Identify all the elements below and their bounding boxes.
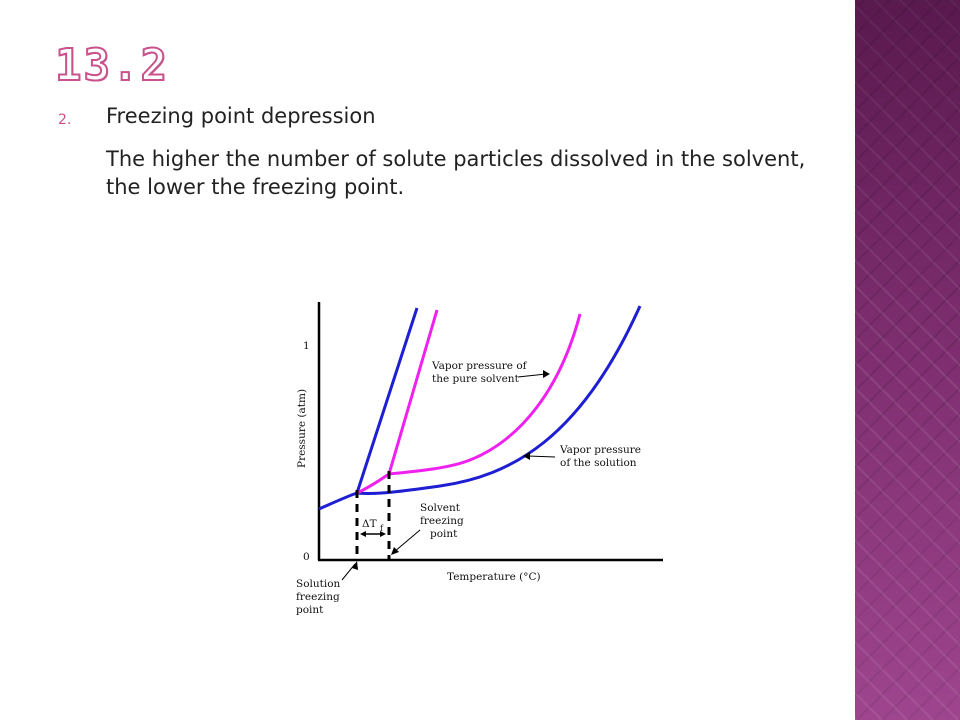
label-pure-solvent-2: the pure solvent <box>432 373 520 385</box>
solution-vapor-curve <box>318 305 642 511</box>
arrow-solvent-fp <box>393 529 421 553</box>
label-solution-fp-1: Solution <box>296 578 341 590</box>
arrow-pure-solvent-head <box>543 370 550 378</box>
item-body: The higher the number of solute particle… <box>106 147 806 199</box>
delta-t-subscript: f <box>380 524 384 533</box>
label-solution-1: Vapor pressure <box>559 444 641 456</box>
pure-solvent-solid-line <box>387 309 439 475</box>
label-solvent-fp-2: freezing <box>420 515 464 527</box>
slide-content: 13.2 2. Freezing point depression The hi… <box>54 39 806 630</box>
phase-diagram: 1 0 Pressure (atm) Temperature (°C) ΔT f <box>280 290 700 630</box>
arrow-solvent-fp-head <box>391 547 399 555</box>
label-solution-fp-2: freezing <box>296 591 340 603</box>
x-axis-label: Temperature (°C) <box>447 571 541 583</box>
label-solvent-fp-1: Solvent <box>420 502 461 514</box>
phase-diagram-svg: 1 0 Pressure (atm) Temperature (°C) ΔT f <box>296 302 663 616</box>
list-number: 2. <box>58 112 72 128</box>
decorative-side-band <box>855 0 960 720</box>
delta-t-symbol: ΔT <box>362 518 377 530</box>
y-tick-1: 1 <box>303 340 310 352</box>
label-solution-2: of the solution <box>560 457 637 469</box>
arrow-solution-fp <box>341 563 356 581</box>
y-axis-label: Pressure (atm) <box>296 389 308 468</box>
delta-t-arrowhead-left <box>360 531 366 537</box>
label-solvent-fp-3: point <box>430 528 458 540</box>
slide-title: 13.2 <box>54 39 169 92</box>
y-tick-0: 0 <box>303 551 310 563</box>
pure-solvent-vapor-curve <box>356 313 582 495</box>
arrow-pure-solvent <box>517 373 547 378</box>
label-solution-fp-3: point <box>296 604 324 616</box>
label-pure-solvent-1: Vapor pressure of <box>431 360 528 372</box>
arrow-solution <box>527 455 556 458</box>
solution-solid-line <box>355 307 419 494</box>
arrow-solution-fp-head <box>352 561 358 570</box>
arrow-solution-head <box>523 452 530 460</box>
delta-t-arrowhead-right <box>380 531 386 537</box>
item-heading: Freezing point depression <box>106 104 376 128</box>
